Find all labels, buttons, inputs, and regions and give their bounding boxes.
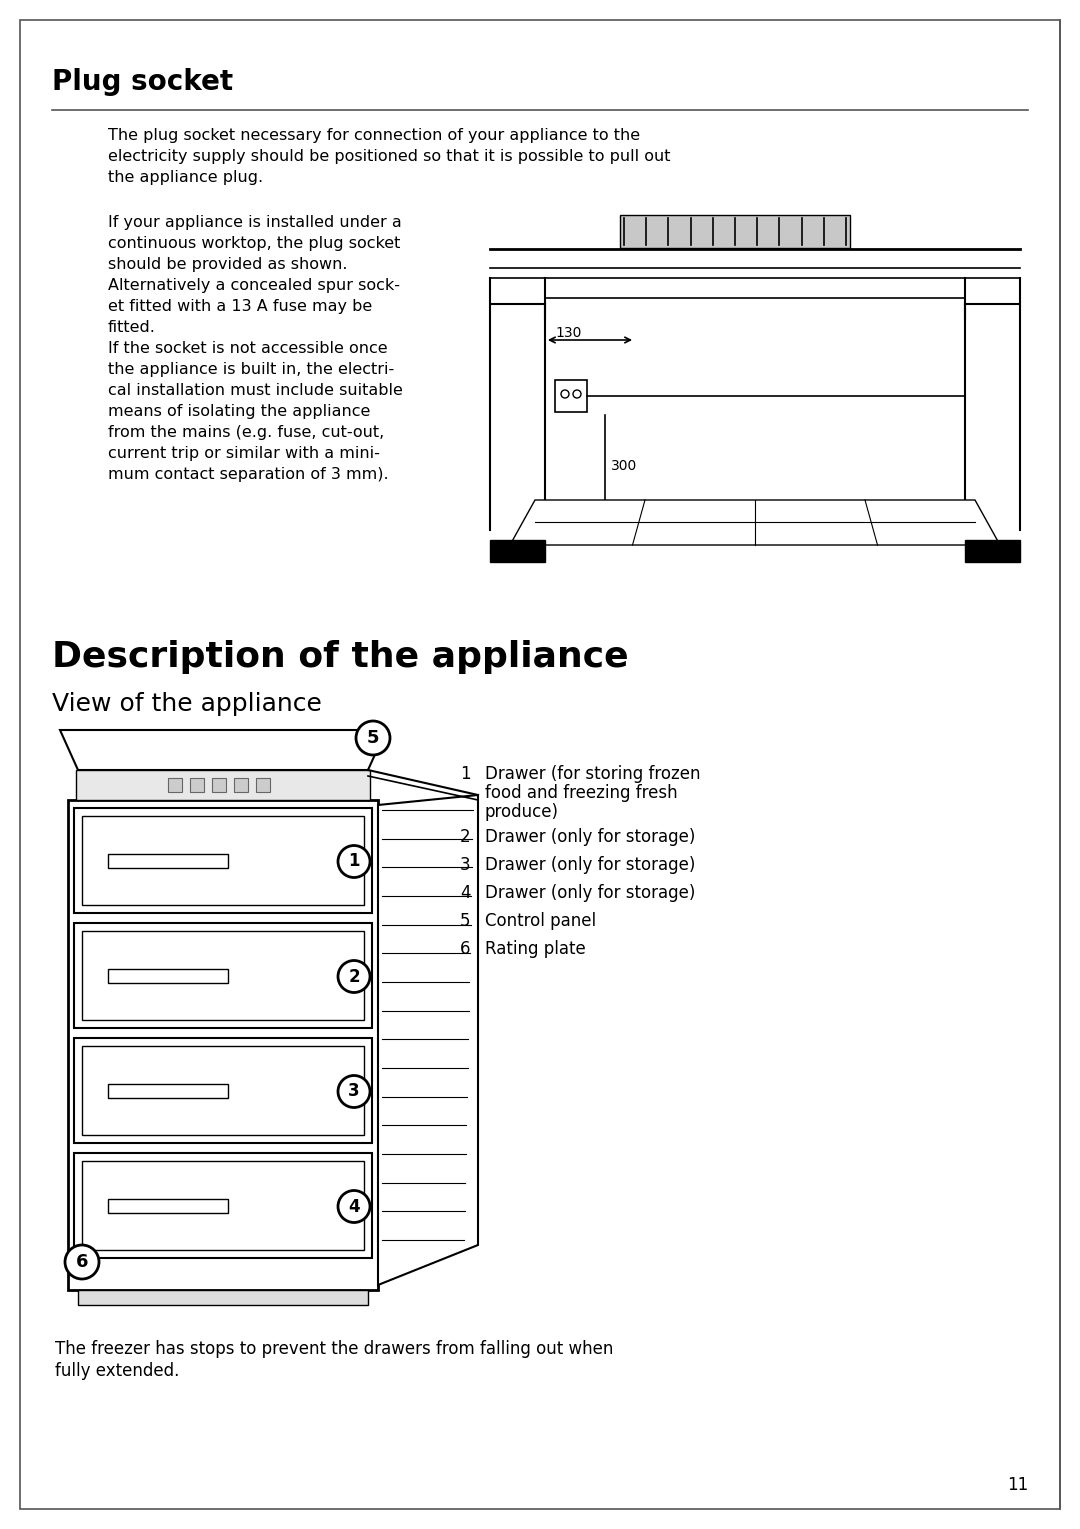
Text: et fitted with a 13 A fuse may be: et fitted with a 13 A fuse may be [108,300,373,313]
Text: 130: 130 [555,326,581,339]
Bar [78,1290,368,1304]
Text: Drawer (only for storage): Drawer (only for storage) [485,884,696,902]
Bar [212,778,226,792]
Circle shape [561,390,569,398]
Bar [82,1161,364,1251]
Bar [256,778,270,792]
Text: 5: 5 [367,729,379,748]
Text: current trip or similar with a mini-: current trip or similar with a mini- [108,446,380,462]
Bar [555,381,588,411]
Text: 300: 300 [611,459,637,472]
Polygon shape [60,729,386,771]
Text: 11: 11 [1007,1475,1028,1494]
Text: 6: 6 [460,940,471,959]
Text: 2: 2 [460,829,471,846]
Bar [75,1038,372,1144]
Text: should be provided as shown.: should be provided as shown. [108,257,348,272]
Text: produce): produce) [485,803,559,821]
Text: cal installation must include suitable: cal installation must include suitable [108,382,403,398]
Text: 6: 6 [76,1252,89,1271]
Bar [82,1046,364,1135]
Circle shape [338,846,370,878]
Bar [75,807,372,913]
Text: 5: 5 [460,911,471,930]
Text: means of isolating the appliance: means of isolating the appliance [108,404,370,419]
Bar [82,816,364,905]
Bar [234,778,248,792]
Text: The plug socket necessary for connection of your appliance to the: The plug socket necessary for connection… [108,128,640,144]
Text: If your appliance is installed under a: If your appliance is installed under a [108,216,402,229]
Text: Plug socket: Plug socket [52,67,233,96]
Text: 1: 1 [348,853,360,870]
Circle shape [338,1075,370,1107]
Polygon shape [378,795,478,1284]
Bar [108,853,228,867]
Text: Drawer (only for storage): Drawer (only for storage) [485,856,696,875]
Bar [76,771,370,800]
Text: mum contact separation of 3 mm).: mum contact separation of 3 mm). [108,466,389,482]
Text: Rating plate: Rating plate [485,940,585,959]
Text: Drawer (for storing frozen: Drawer (for storing frozen [485,764,701,783]
Polygon shape [510,500,1000,544]
Text: Alternatively a concealed spur sock-: Alternatively a concealed spur sock- [108,278,400,294]
Text: fitted.: fitted. [108,320,156,335]
Text: Description of the appliance: Description of the appliance [52,641,629,674]
Text: 4: 4 [460,884,471,902]
Text: 1: 1 [460,764,471,783]
Circle shape [573,390,581,398]
Bar [68,800,378,1290]
Text: electricity supply should be positioned so that it is possible to pull out: electricity supply should be positioned … [108,148,671,164]
Text: the appliance plug.: the appliance plug. [108,170,264,185]
Text: the appliance is built in, the electri-: the appliance is built in, the electri- [108,362,394,378]
Bar [108,1199,228,1212]
Bar [490,540,545,563]
Text: from the mains (e.g. fuse, cut-out,: from the mains (e.g. fuse, cut-out, [108,425,384,440]
Bar [82,931,364,1020]
Bar [620,216,850,248]
Text: food and freezing fresh: food and freezing fresh [485,784,677,803]
Bar [75,924,372,1027]
Bar [966,540,1020,563]
Text: continuous worktop, the plug socket: continuous worktop, the plug socket [108,235,401,251]
Bar [75,1153,372,1258]
Circle shape [338,1191,370,1223]
Text: 2: 2 [348,968,360,986]
Bar [108,1084,228,1098]
Text: If the socket is not accessible once: If the socket is not accessible once [108,341,388,356]
Text: 3: 3 [460,856,471,875]
Text: 3: 3 [348,1083,360,1101]
Text: fully extended.: fully extended. [55,1362,179,1381]
Circle shape [338,960,370,992]
Text: 4: 4 [348,1197,360,1216]
Circle shape [356,722,390,755]
Text: Drawer (only for storage): Drawer (only for storage) [485,829,696,846]
Text: View of the appliance: View of the appliance [52,693,322,716]
Text: Control panel: Control panel [485,911,596,930]
Bar [108,968,228,983]
Bar [168,778,183,792]
Bar [190,778,204,792]
Circle shape [65,1245,99,1278]
Text: The freezer has stops to prevent the drawers from falling out when: The freezer has stops to prevent the dra… [55,1339,613,1358]
